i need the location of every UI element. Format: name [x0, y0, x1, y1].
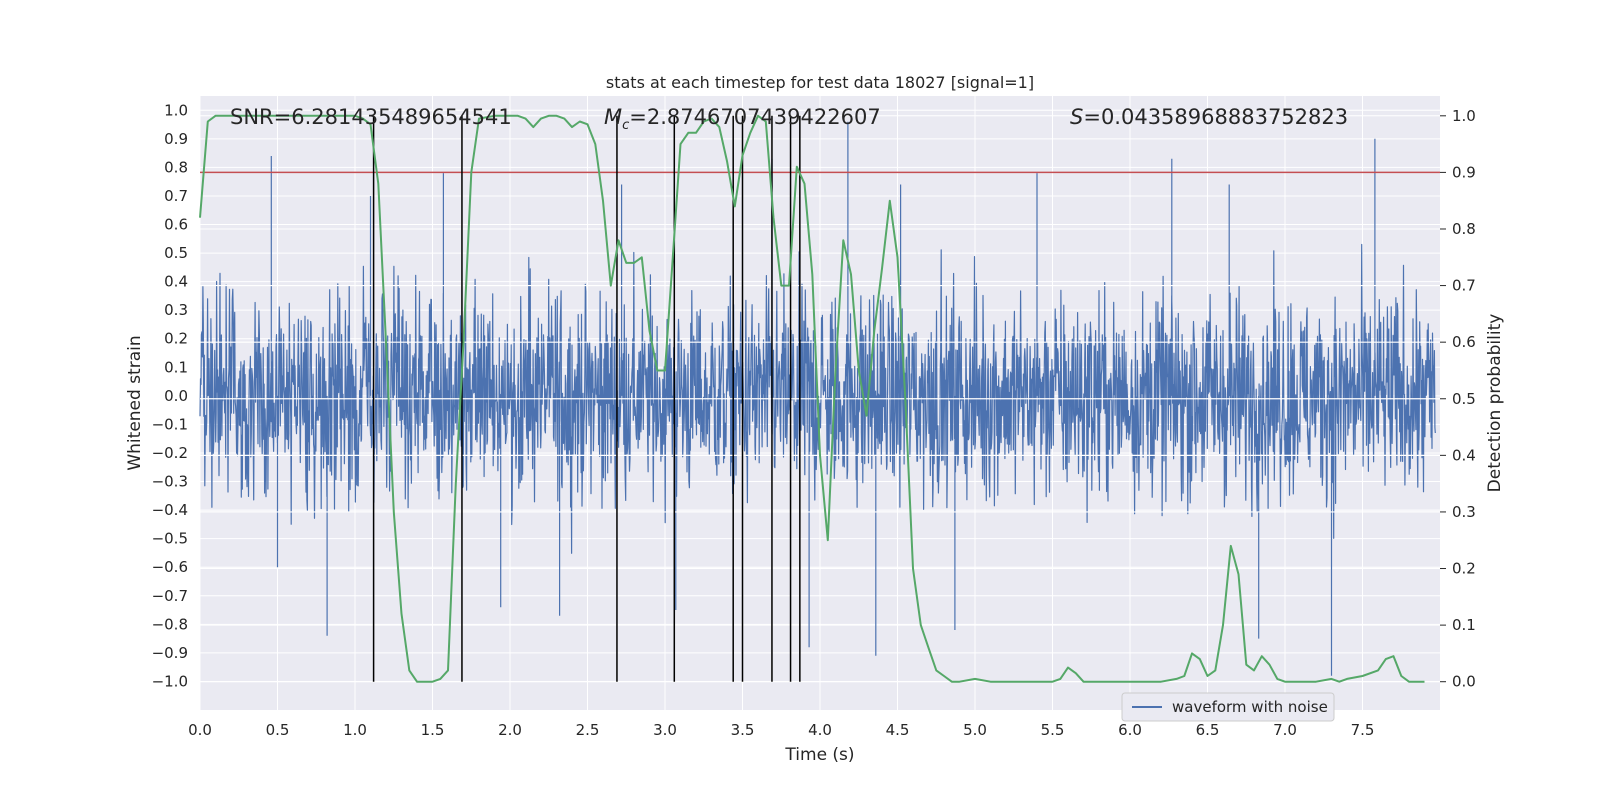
- x-tick-label: 2.5: [576, 721, 600, 739]
- x-tick-label: 2.0: [498, 721, 522, 739]
- y-left-tick-label: 0.5: [164, 244, 188, 262]
- x-tick-label: 7.0: [1273, 721, 1297, 739]
- x-tick-label: 4.0: [808, 721, 832, 739]
- x-tick-label: 7.5: [1351, 721, 1375, 739]
- y-left-tick-label: 0.1: [164, 358, 188, 376]
- y-right-tick-label: 0.0: [1452, 673, 1476, 691]
- y-right-tick-label: 0.7: [1452, 277, 1476, 295]
- y-left-tick-label: 0.6: [164, 216, 188, 234]
- y-left-tick-label: 0.3: [164, 301, 188, 319]
- y-right-tick-label: 0.3: [1452, 503, 1476, 521]
- snr-annotation: SNR=6.281435489654541: [230, 105, 512, 129]
- x-tick-label: 5.5: [1041, 721, 1065, 739]
- y-left-tick-label: −0.9: [152, 644, 188, 662]
- x-axis-label: Time (s): [784, 745, 854, 765]
- x-tick-label: 6.5: [1196, 721, 1220, 739]
- y-left-tick-label: 0.9: [164, 130, 188, 148]
- x-tick-label: 1.0: [343, 721, 367, 739]
- y-right-tick-label: 1.0: [1452, 107, 1476, 125]
- y-left-tick-label: −0.1: [152, 415, 188, 433]
- legend-label: waveform with noise: [1172, 698, 1328, 716]
- y-right-tick-label: 0.4: [1452, 446, 1476, 464]
- y-left-tick-label: −1.0: [152, 672, 188, 690]
- y-left-tick-label: −0.6: [152, 558, 188, 576]
- s-annotation: S=0.04358968883752823: [1070, 105, 1348, 129]
- x-tick-label: 0.5: [266, 721, 290, 739]
- y-right-tick-label: 0.5: [1452, 390, 1476, 408]
- x-tick-label: 5.0: [963, 721, 987, 739]
- y-left-tick-label: 0.2: [164, 330, 188, 348]
- y-axis-label-right: Detection probability: [1485, 314, 1505, 493]
- probability-line: [199, 114, 1425, 683]
- y-right-tick-label: 0.6: [1452, 333, 1476, 351]
- x-tick-label: 6.0: [1118, 721, 1142, 739]
- x-tick-label: 3.0: [653, 721, 677, 739]
- y-left-tick-label: −0.7: [152, 587, 188, 605]
- legend: waveform with noise: [1121, 692, 1335, 722]
- tick-labels: 0.0 0.5 1.0 1.5 2.0 2.5 3.0 3.5 4.0 4.5 5.0 5.5 6.0 6…: [152, 101, 1476, 739]
- y-right-tick-label: 0.2: [1452, 560, 1476, 578]
- y-axis-label-left: Whitened strain: [125, 335, 145, 470]
- y-left-tick-label: −0.8: [152, 615, 188, 633]
- x-tick-label: 0.0: [188, 721, 212, 739]
- legend-box: [1121, 692, 1335, 722]
- y-left-tick-label: 0.8: [164, 158, 188, 176]
- y-left-tick-label: 0.4: [164, 273, 188, 291]
- y-left-tick-label: −0.2: [152, 444, 188, 462]
- chart-title: stats at each timestep for test data 180…: [606, 73, 1034, 92]
- x-tick-label: 1.5: [421, 721, 445, 739]
- y-left-tick-label: 0.7: [164, 187, 188, 205]
- y-right-tick-label: 0.8: [1452, 220, 1476, 238]
- y-left-tick-label: 1.0: [164, 101, 188, 119]
- y-left-tick-label: −0.4: [152, 501, 188, 519]
- y-right-tick-label: 0.9: [1452, 163, 1476, 181]
- y-left-tick-label: −0.3: [152, 473, 188, 491]
- y-left-tick-label: −0.5: [152, 530, 188, 548]
- x-tick-label: 3.5: [731, 721, 755, 739]
- probability-series: [199, 114, 1425, 683]
- y-left-tick-label: 0.0: [164, 387, 188, 405]
- chirp-mass-annotation: Mc=2.8746707439422607: [604, 105, 881, 133]
- x-tick-label: 4.5: [886, 721, 910, 739]
- y-right-tick-label: 0.1: [1452, 616, 1476, 634]
